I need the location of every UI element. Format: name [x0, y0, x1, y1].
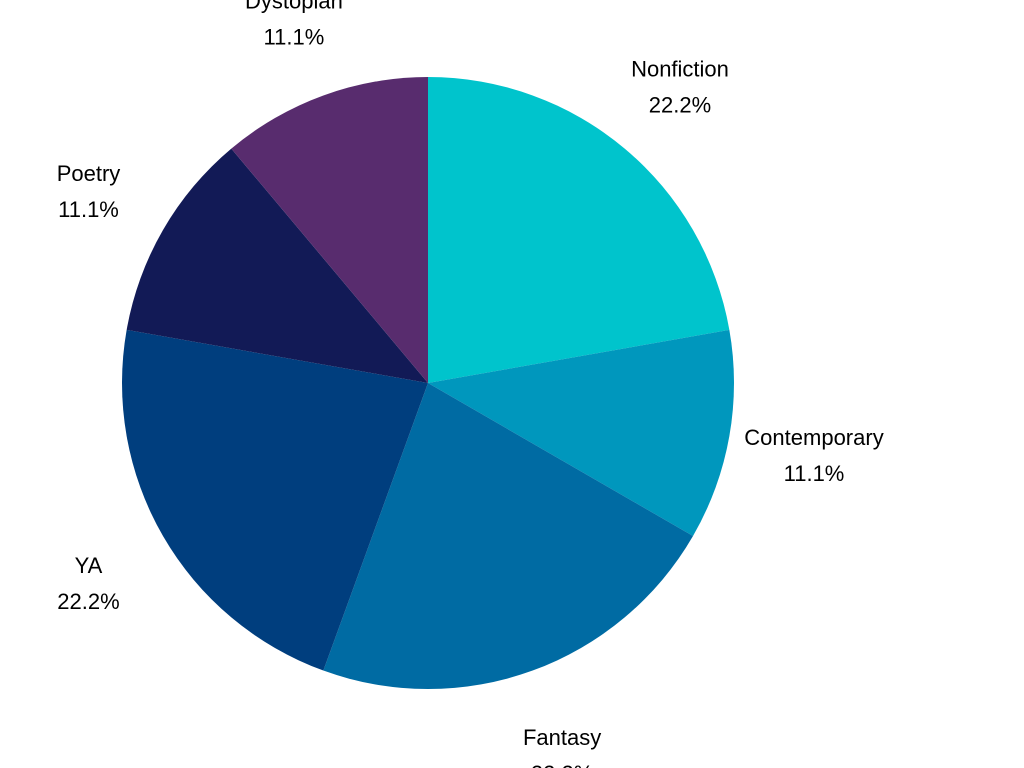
pie-labels: Nonfiction 22.2% Contemporary 11.1% Fantasy 2…: [57, 0, 884, 768]
pie-label-nonfiction: Nonfiction 22.2%: [631, 57, 729, 118]
slice-percent-label: 22.2%: [57, 589, 119, 614]
slice-percent-label: 11.1%: [58, 197, 119, 222]
pie-slice-contemporary: [428, 329, 734, 536]
slice-category-label: Dystopian: [245, 0, 343, 13]
slice-percent-label: 22.2%: [649, 93, 711, 118]
slice-category-label: Contemporary: [744, 425, 883, 450]
pie-slice-ya: [121, 329, 429, 671]
slice-percent-label: 11.1%: [784, 461, 845, 486]
pie-slice-nonfiction: [428, 77, 730, 383]
slice-percent-label: 11.1%: [264, 24, 325, 49]
slice-category-label: Nonfiction: [631, 57, 729, 82]
pie-slice-fantasy: [323, 383, 693, 690]
pie-label-poetry: Poetry 11.1%: [57, 161, 121, 222]
slice-category-label: Fantasy: [523, 725, 601, 750]
pie-label-fantasy: Fantasy 22.2%: [523, 725, 601, 768]
pie-slice-poetry: [126, 148, 429, 383]
pie-label-dystopian: Dystopian 11.1%: [245, 0, 343, 49]
slice-percent-label: 22.2%: [531, 761, 593, 768]
pie-label-ya: YA 22.2%: [57, 553, 119, 614]
slice-category-label: Poetry: [57, 161, 121, 186]
pie-label-contemporary: Contemporary 11.1%: [744, 425, 883, 486]
pie-slice-dystopian: [231, 77, 428, 383]
slice-category-label: YA: [75, 553, 103, 578]
pie-slices: [121, 77, 734, 690]
